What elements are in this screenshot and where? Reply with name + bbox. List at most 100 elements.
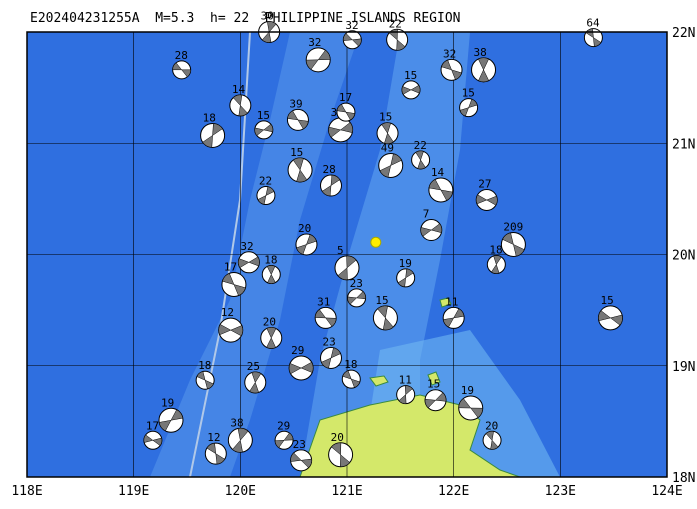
depth-label: 11 <box>399 374 412 387</box>
beachball-compression <box>491 255 502 274</box>
depth-label: 17 <box>224 261 237 274</box>
depth-label: 38 <box>474 46 487 59</box>
depth-label: 15 <box>427 378 440 391</box>
beachball-compression <box>424 392 447 409</box>
epicenter <box>370 236 382 248</box>
depth-label: 12 <box>221 306 234 319</box>
beachball-compression <box>347 291 366 305</box>
depth-label: 20 <box>298 222 311 235</box>
depth-label: 15 <box>257 109 270 122</box>
beachball <box>424 389 447 412</box>
depth-label: 27 <box>478 177 491 190</box>
beachball <box>274 430 294 450</box>
lon-tick-label: 124E <box>651 484 682 499</box>
lon-tick-label: 123E <box>545 484 576 499</box>
depth-label: 23 <box>350 277 363 290</box>
beachball <box>320 346 342 369</box>
beachball <box>314 306 337 329</box>
lon-tick-label: 119E <box>118 484 149 499</box>
depth-label: 18 <box>198 359 211 372</box>
depth-label: 12 <box>207 431 220 444</box>
beachball-compression <box>388 29 406 51</box>
depth-label: 17 <box>339 91 352 104</box>
beachball-compression <box>232 94 248 117</box>
beachball-compression <box>202 123 223 148</box>
lon-tick-label: 121E <box>331 484 362 499</box>
beachball <box>442 306 465 329</box>
depth-label: 32 <box>240 240 253 253</box>
beachball <box>597 305 623 331</box>
beachball-compression <box>143 434 163 446</box>
beachball <box>328 442 354 468</box>
beachball <box>440 58 463 81</box>
beachball-compression <box>321 347 341 369</box>
depth-label: 28 <box>323 163 336 176</box>
depth-label: 23 <box>323 335 336 348</box>
beachball <box>500 231 526 257</box>
depth-label: 20 <box>485 419 498 432</box>
beachball-compression <box>249 371 262 394</box>
depth-label: 30 <box>261 10 274 23</box>
beachball <box>341 369 361 389</box>
beachball-compression <box>477 57 490 83</box>
beachball <box>195 370 215 390</box>
depth-label: 15 <box>290 146 303 159</box>
depth-label: 32 <box>308 36 321 49</box>
lat-tick-label: 20N <box>672 249 695 264</box>
beachball-compression <box>328 122 353 138</box>
depth-label: 29 <box>291 344 304 357</box>
beachball-compression <box>238 256 260 269</box>
depth-label: 15 <box>462 87 475 100</box>
beachball-compression <box>343 33 362 47</box>
beachball-compression <box>428 179 453 201</box>
depth-label: 22 <box>389 17 402 30</box>
beachball-compression <box>218 324 243 337</box>
beachball <box>229 94 252 117</box>
depth-label: 5 <box>337 244 344 257</box>
beachball <box>200 122 226 148</box>
depth-label: 14 <box>232 83 246 96</box>
beachball <box>471 57 497 83</box>
map-frame <box>26 31 668 478</box>
depth-label: 32 <box>345 19 358 32</box>
beachball <box>376 122 399 145</box>
beachball <box>287 157 313 183</box>
lat-tick-label: 22N <box>672 26 695 41</box>
beachball-compression <box>222 273 246 296</box>
lat-tick-label: 18N <box>672 471 695 486</box>
beachball-compression <box>598 310 623 326</box>
beachball <box>261 265 281 285</box>
beachball <box>386 28 409 51</box>
depth-label: 209 <box>503 220 523 233</box>
beachball <box>320 174 342 197</box>
depth-label: 31 <box>317 295 330 308</box>
beachball <box>342 30 362 50</box>
beachball-compression <box>296 234 317 255</box>
beachball-compression <box>420 223 443 237</box>
lat-tick-label: 21N <box>672 137 695 152</box>
lat-tick-label: 19N <box>672 360 695 375</box>
beachball-compression <box>458 398 483 418</box>
beachball <box>218 317 244 343</box>
depth-label: 18 <box>344 358 357 371</box>
beachball-compression <box>398 385 413 404</box>
beachball-compression <box>342 370 361 388</box>
beachball-compression <box>292 157 308 183</box>
depth-label: 14 <box>431 166 445 179</box>
depth-label: 15 <box>375 294 388 307</box>
beachball-compression <box>459 98 478 117</box>
beachball <box>256 186 276 206</box>
beachball <box>396 385 416 405</box>
beachball <box>482 430 502 450</box>
beachball <box>378 153 404 178</box>
depth-label: 49 <box>381 142 394 155</box>
depth-label: 15 <box>600 294 613 307</box>
beachball <box>237 251 260 274</box>
depth-label: 19 <box>399 257 412 270</box>
beachball-compression <box>485 431 499 450</box>
beachball-compression <box>305 49 331 70</box>
beachball <box>143 430 163 450</box>
beachball <box>254 120 274 140</box>
